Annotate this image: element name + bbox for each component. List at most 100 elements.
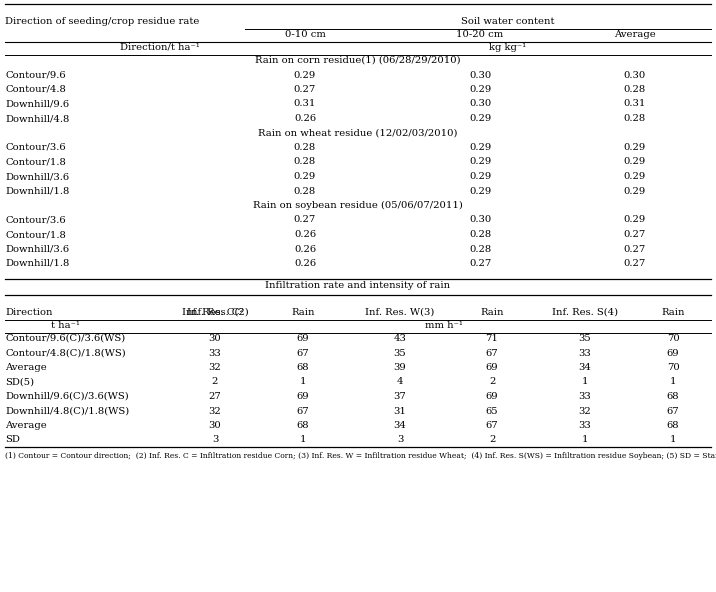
- Text: 30: 30: [208, 421, 221, 430]
- Text: Soil water content: Soil water content: [461, 17, 555, 26]
- Text: 1: 1: [581, 378, 589, 387]
- Text: 67: 67: [296, 407, 309, 416]
- Text: t ha⁻¹: t ha⁻¹: [51, 321, 79, 330]
- Text: 0.29: 0.29: [469, 186, 491, 195]
- Text: 32: 32: [208, 407, 221, 416]
- Text: 1: 1: [300, 378, 306, 387]
- Text: Downhill/1.8: Downhill/1.8: [5, 186, 69, 195]
- Text: 1: 1: [669, 436, 676, 445]
- Text: 3: 3: [212, 436, 218, 445]
- Text: 0.27: 0.27: [469, 259, 491, 268]
- Text: 30: 30: [208, 334, 221, 343]
- Text: 0.28: 0.28: [469, 244, 491, 253]
- Text: Direction of seeding/crop residue rate: Direction of seeding/crop residue rate: [5, 17, 199, 26]
- Text: 0.26: 0.26: [294, 259, 316, 268]
- Text: 2: 2: [212, 378, 218, 387]
- Text: 68: 68: [296, 363, 309, 372]
- Text: 0.29: 0.29: [469, 143, 491, 152]
- Text: Inf. Res. C(2): Inf. Res. C(2): [182, 308, 248, 317]
- Text: 0.29: 0.29: [624, 143, 646, 152]
- Text: 0.30: 0.30: [624, 70, 646, 79]
- Text: Rain on corn residue(1) (06/28/29/2010): Rain on corn residue(1) (06/28/29/2010): [255, 56, 461, 65]
- Text: kg kg⁻¹: kg kg⁻¹: [490, 43, 526, 52]
- Text: 68: 68: [667, 392, 679, 401]
- Text: 3: 3: [397, 436, 403, 445]
- Text: 37: 37: [394, 392, 407, 401]
- Text: Inf. Res. S(4): Inf. Res. S(4): [552, 308, 618, 317]
- Text: 65: 65: [485, 407, 498, 416]
- Text: 0.27: 0.27: [624, 244, 646, 253]
- Text: Downhill/4.8(C)/1.8(WS): Downhill/4.8(C)/1.8(WS): [5, 407, 130, 416]
- Text: 0.29: 0.29: [469, 85, 491, 94]
- Text: 0.28: 0.28: [469, 230, 491, 239]
- Text: 0.31: 0.31: [294, 99, 316, 108]
- Text: Rain on wheat residue (12/02/03/2010): Rain on wheat residue (12/02/03/2010): [258, 128, 458, 137]
- Text: Downhill/1.8: Downhill/1.8: [5, 259, 69, 268]
- Text: 10-20 cm: 10-20 cm: [456, 30, 503, 39]
- Text: 4: 4: [397, 378, 403, 387]
- Text: 0.28: 0.28: [294, 157, 316, 166]
- Text: Direction/t ha⁻¹: Direction/t ha⁻¹: [120, 43, 200, 52]
- Text: Inf. Res. W(3): Inf. Res. W(3): [365, 308, 435, 317]
- Text: 0.26: 0.26: [294, 230, 316, 239]
- Text: mm h⁻¹: mm h⁻¹: [425, 321, 463, 330]
- Text: 0.29: 0.29: [469, 114, 491, 123]
- Text: Average: Average: [5, 363, 47, 372]
- Text: 0.28: 0.28: [624, 114, 646, 123]
- Text: 68: 68: [667, 421, 679, 430]
- Text: 69: 69: [485, 363, 498, 372]
- Text: 0.28: 0.28: [294, 143, 316, 152]
- Text: 33: 33: [579, 349, 591, 358]
- Text: 0.29: 0.29: [624, 157, 646, 166]
- Text: 0.27: 0.27: [294, 215, 316, 224]
- Text: Rain: Rain: [291, 308, 315, 317]
- Text: 31: 31: [394, 407, 407, 416]
- Text: Average: Average: [614, 30, 656, 39]
- Text: Downhill/4.8: Downhill/4.8: [5, 114, 69, 123]
- Text: 34: 34: [579, 363, 591, 372]
- Text: 1: 1: [300, 436, 306, 445]
- Text: Contour/9.6(C)/3.6(WS): Contour/9.6(C)/3.6(WS): [5, 334, 125, 343]
- Text: SD(5): SD(5): [5, 378, 34, 387]
- Text: 0.30: 0.30: [469, 70, 491, 79]
- Text: 0.30: 0.30: [469, 99, 491, 108]
- Text: Rain: Rain: [480, 308, 504, 317]
- Text: 32: 32: [579, 407, 591, 416]
- Text: Rain: Rain: [662, 308, 684, 317]
- Text: 35: 35: [579, 334, 591, 343]
- Text: 0.29: 0.29: [624, 172, 646, 181]
- Text: 33: 33: [208, 349, 221, 358]
- Text: Downhill/3.6: Downhill/3.6: [5, 244, 69, 253]
- Text: 71: 71: [485, 334, 498, 343]
- Text: 1: 1: [581, 436, 589, 445]
- Text: 0.30: 0.30: [469, 215, 491, 224]
- Text: Direction: Direction: [5, 308, 52, 317]
- Text: Contour/9.6: Contour/9.6: [5, 70, 66, 79]
- Text: Average: Average: [5, 421, 47, 430]
- Text: 0.29: 0.29: [294, 70, 316, 79]
- Text: 2: 2: [489, 436, 495, 445]
- Text: Infiltration rate and intensity of rain: Infiltration rate and intensity of rain: [266, 282, 450, 291]
- Text: 33: 33: [579, 392, 591, 401]
- Text: 67: 67: [485, 421, 498, 430]
- Text: 2: 2: [489, 378, 495, 387]
- Text: 0.28: 0.28: [624, 85, 646, 94]
- Text: 0.29: 0.29: [469, 157, 491, 166]
- Text: 0-10 cm: 0-10 cm: [284, 30, 326, 39]
- Text: 0.27: 0.27: [624, 230, 646, 239]
- Text: 32: 32: [208, 363, 221, 372]
- Text: 70: 70: [667, 363, 679, 372]
- Text: 69: 69: [485, 392, 498, 401]
- Text: 0.27: 0.27: [624, 259, 646, 268]
- Text: Downhill/9.6: Downhill/9.6: [5, 99, 69, 108]
- Text: 33: 33: [579, 421, 591, 430]
- Text: 70: 70: [667, 334, 679, 343]
- Text: 35: 35: [394, 349, 407, 358]
- Text: 69: 69: [296, 334, 309, 343]
- Text: 0.26: 0.26: [294, 114, 316, 123]
- Text: Contour/4.8(C)/1.8(WS): Contour/4.8(C)/1.8(WS): [5, 349, 126, 358]
- Text: 34: 34: [394, 421, 407, 430]
- Text: 67: 67: [667, 407, 679, 416]
- Text: 0.31: 0.31: [624, 99, 646, 108]
- Text: 0.29: 0.29: [624, 186, 646, 195]
